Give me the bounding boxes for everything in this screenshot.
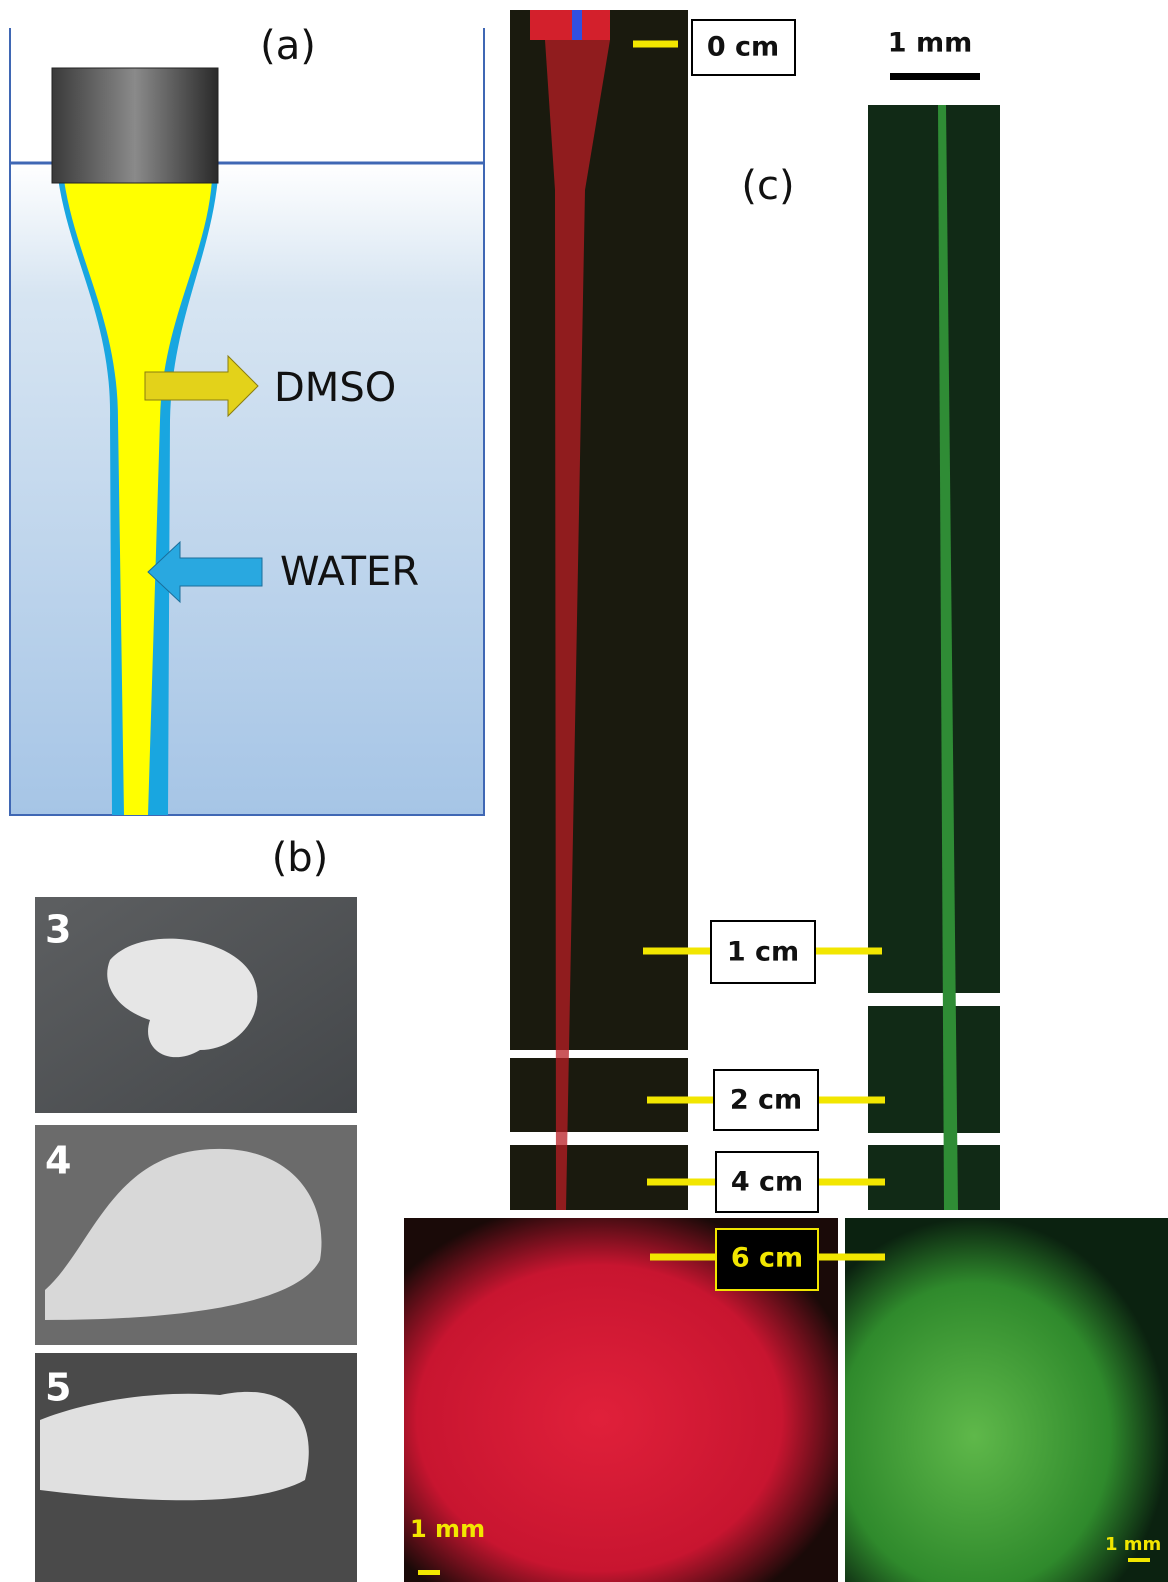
green-strip [868, 1006, 1000, 1133]
red-strip [510, 1058, 688, 1132]
distance-marker: 6 cm [731, 1243, 803, 1274]
green-photo [845, 1218, 1168, 1582]
distance-marker: 4 cm [731, 1167, 803, 1198]
nozzle [530, 10, 610, 40]
scale-label: 1 mm [410, 1515, 485, 1543]
photo-number: 4 [45, 1139, 71, 1183]
nozzle [572, 10, 582, 40]
distance-marker: 2 cm [730, 1085, 802, 1116]
scale-bar [890, 73, 980, 80]
photo-number: 3 [45, 908, 71, 952]
panel-label: (c) [741, 163, 794, 209]
arrow-label: WATER [280, 549, 419, 595]
red-strip [510, 1145, 688, 1210]
panel-a: (a) DMSO WATER [10, 23, 484, 815]
photo-number: 5 [45, 1366, 71, 1410]
fiber-clump [40, 1392, 309, 1500]
scale-label: 1 mm [1105, 1534, 1161, 1555]
figure: (a) DMSO WATER (b) 3 4 5 (c) 1 mm [0, 0, 1168, 1582]
arrow-label: DMSO [274, 365, 396, 411]
scale-label: 1 mm [888, 28, 972, 59]
scale-bar [418, 1570, 440, 1575]
panel-label: (b) [272, 835, 329, 881]
panel-label: (a) [260, 23, 316, 69]
distance-marker: 0 cm [707, 32, 779, 63]
green-strip [868, 105, 1000, 993]
nozzle [52, 68, 218, 183]
distance-marker: 1 cm [727, 937, 799, 968]
scale-bar [1128, 1558, 1150, 1562]
panel-c: (c) 1 mm 0 cm 1 cm 2 cm 4 cm 6 cm 1 mm 1… [404, 10, 1168, 1582]
red-strip [510, 10, 688, 1050]
green-strip [868, 1145, 1000, 1210]
panel-b: (b) 3 4 5 [35, 835, 357, 1582]
